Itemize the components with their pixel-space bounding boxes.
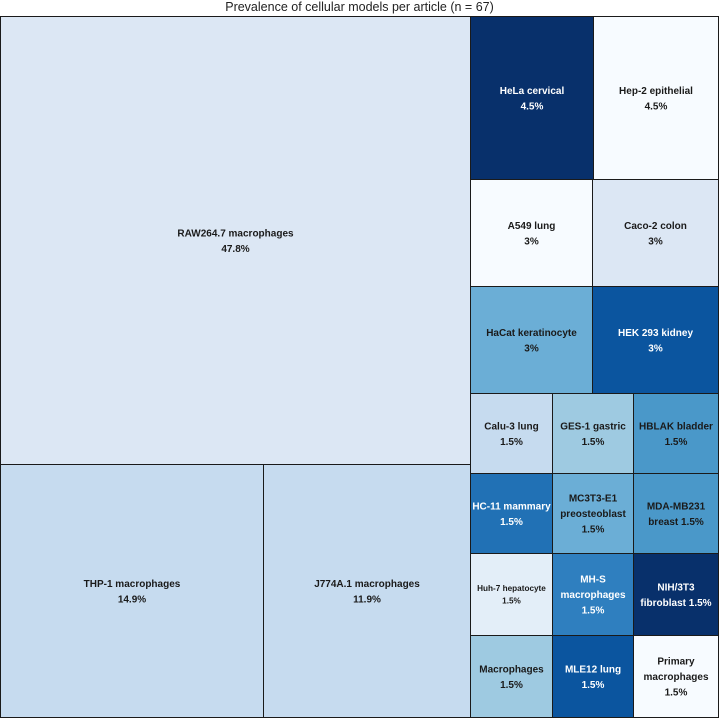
treemap-rect	[470, 553, 553, 636]
treemap-rect	[552, 635, 634, 718]
treemap-label: MH-S	[580, 575, 606, 586]
treemap-rect	[633, 473, 719, 554]
treemap-label: 1.5%	[665, 437, 688, 448]
treemap-label: 3%	[648, 236, 663, 247]
treemap-cell-mle12-lung: MLE12 lung 1.5%	[552, 635, 634, 718]
treemap-label: A549 lung	[508, 221, 556, 232]
treemap-cell-j774a-1-macrophages: J774A.1 macrophages 11.9%	[263, 464, 471, 718]
treemap-label: HaCat keratinocyte	[486, 328, 577, 339]
treemap-label: 14.9%	[118, 594, 146, 605]
treemap-cell-nih-3t3-fibroblast: NIH/3T3 fibroblast 1.5%	[633, 553, 719, 636]
treemap-rect	[470, 179, 593, 287]
treemap-label: Hep-2 epithelial	[619, 86, 693, 97]
treemap-label: preosteoblast	[560, 509, 626, 520]
treemap-rect	[470, 16, 594, 180]
chart-title: Prevalence of cellular models per articl…	[225, 0, 494, 14]
treemap-cell-caco-2-colon: Caco-2 colon 3%	[592, 179, 719, 287]
treemap-cell-thp-1-macrophages: THP-1 macrophages 14.9%	[0, 464, 264, 718]
treemap-cell-calu-3-lung: Calu-3 lung 1.5%	[470, 393, 553, 474]
treemap-cell-hep-2-epithelial: Hep-2 epithelial 4.5%	[593, 16, 719, 180]
treemap-cell-huh-7-hepatocyte: Huh-7 hepatocyte 1.5%	[470, 553, 553, 636]
treemap-rect	[263, 464, 471, 718]
treemap-label: 1.5%	[582, 525, 605, 536]
treemap-rect	[0, 464, 264, 718]
treemap-label: fibroblast 1.5%	[640, 598, 711, 609]
treemap-rect	[592, 179, 719, 287]
treemap-label: HC-11 mammary	[472, 501, 551, 512]
treemap-label: 3%	[524, 236, 539, 247]
treemap-rect	[0, 16, 471, 465]
treemap-label: Primary	[657, 657, 695, 668]
treemap-label: macrophages	[643, 672, 708, 683]
treemap-label: HBLAK bladder	[639, 421, 713, 432]
treemap-label: MC3T3-E1	[569, 494, 618, 505]
treemap-label: 1.5%	[582, 606, 605, 617]
treemap-label: J774A.1 macrophages	[314, 579, 420, 590]
treemap-label: macrophages	[560, 590, 625, 601]
treemap-label: 3%	[524, 343, 539, 354]
treemap-label: MDA-MB231	[647, 501, 706, 512]
treemap-label: 1.5%	[500, 517, 523, 528]
treemap-label: 1.5%	[582, 437, 605, 448]
treemap-rect	[552, 553, 634, 636]
treemap-label: 1.5%	[500, 437, 523, 448]
treemap-cell-hblak-bladder: HBLAK bladder 1.5%	[633, 393, 719, 474]
treemap-rect	[470, 635, 553, 718]
treemap-label: 4.5%	[645, 101, 668, 112]
treemap-rect	[552, 393, 634, 474]
treemap-label: HeLa cervical	[500, 86, 565, 97]
treemap-rect	[593, 16, 719, 180]
treemap-cell-a549-lung: A549 lung 3%	[470, 179, 593, 287]
treemap-cell-mda-mb231-breast: MDA-MB231 breast 1.5%	[633, 473, 719, 554]
treemap-cell-hela-cervical: HeLa cervical 4.5%	[470, 16, 594, 180]
treemap-label: THP-1 macrophages	[84, 579, 181, 590]
treemap-cell-ges-1-gastric: GES-1 gastric 1.5%	[552, 393, 634, 474]
treemap-label: 1.5%	[665, 688, 688, 699]
treemap-label: 11.9%	[353, 594, 381, 605]
treemap-cell-mh-s-macrophages: MH-S macrophages 1.5%	[552, 553, 634, 636]
treemap-rect	[633, 635, 719, 718]
treemap-cell-macrophages: Macrophages 1.5%	[470, 635, 553, 718]
treemap-label: Huh-7 hepatocyte	[477, 584, 546, 593]
treemap-label: 3%	[648, 343, 663, 354]
treemap-cell-hacat-keratinocyte: HaCat keratinocyte 3%	[470, 286, 593, 394]
treemap-label: Macrophages	[479, 664, 544, 675]
treemap-label: NIH/3T3	[657, 582, 695, 593]
treemap-rect	[633, 393, 719, 474]
treemap-label: Calu-3 lung	[484, 421, 538, 432]
treemap-rect	[633, 553, 719, 636]
treemap-label: MLE12 lung	[565, 664, 621, 675]
treemap-label: 1.5%	[502, 597, 521, 606]
treemap-cell-hek-293-kidney: HEK 293 kidney 3%	[592, 286, 719, 394]
treemap-label: breast 1.5%	[648, 517, 704, 528]
treemap-label: 47.8%	[221, 244, 249, 255]
treemap-rect	[552, 473, 634, 554]
treemap-label: GES-1 gastric	[560, 421, 626, 432]
treemap-label: RAW264.7 macrophages	[177, 228, 294, 239]
treemap-label: Caco-2 colon	[624, 221, 687, 232]
treemap-cell-mc3t3-e1-preosteoblast: MC3T3-E1 preosteoblast 1.5%	[552, 473, 634, 554]
treemap: RAW264.7 macrophages 47.8% THP-1 macrophag…	[0, 16, 719, 718]
treemap-rect	[470, 473, 553, 554]
treemap-rect	[592, 286, 719, 394]
treemap-rect	[470, 286, 593, 394]
treemap-label: 1.5%	[500, 680, 523, 691]
treemap-label: 4.5%	[521, 101, 544, 112]
treemap-cell-hc-11-mammary: HC-11 mammary 1.5%	[470, 473, 553, 554]
treemap-cell-primary-macrophages: Primary macrophages 1.5%	[633, 635, 719, 718]
treemap-label: HEK 293 kidney	[618, 328, 693, 339]
treemap-rect	[470, 393, 553, 474]
treemap-label: 1.5%	[582, 680, 605, 691]
treemap-cell-raw264-7-macrophages: RAW264.7 macrophages 47.8%	[0, 16, 471, 465]
